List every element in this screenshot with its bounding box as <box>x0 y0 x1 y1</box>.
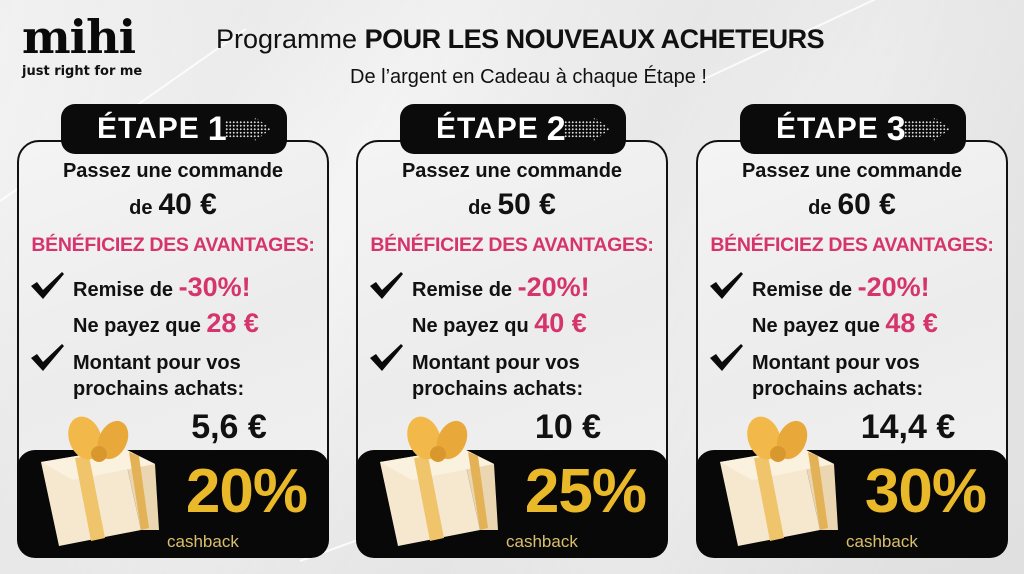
page-title: Programme POUR LES NOUVEAUX ACHETEURS <box>216 24 956 55</box>
step-badge: ÉTAPE 2 <box>400 104 626 154</box>
step-badge: ÉTAPE 3 <box>740 104 966 154</box>
order-amount: 40 € <box>158 188 217 221</box>
dotted-arrow-icon <box>225 117 271 141</box>
order-amount: 60 € <box>837 188 896 221</box>
checkmark-icon <box>710 272 743 299</box>
pay-text: Ne payez qu <box>412 315 529 337</box>
benefits-title: BÉNÉFICIEZ DES AVANTAGES: <box>31 234 315 256</box>
discount-value: -30%! <box>178 272 251 302</box>
order-text: Passez une commande <box>741 160 963 182</box>
logo-wordmark: mihi <box>22 10 136 64</box>
credit-value: 10 € <box>534 408 602 446</box>
pay-line: Ne payez que 28 € <box>73 308 259 339</box>
step-card-3: ÉTAPE 3 Passez une commande de 60 € BÉNÉF… <box>696 104 1008 558</box>
gift-box-icon <box>720 416 838 546</box>
credit-value: 14,4 € <box>860 408 956 446</box>
brand-logo: mihi just right for me <box>22 14 142 79</box>
gift-box-icon <box>41 416 159 546</box>
step-number: 2 <box>546 109 566 148</box>
dotted-arrow-icon <box>564 117 610 141</box>
credit-text-line-1: Montant pour vos <box>73 352 241 374</box>
step-card-1: ÉTAPE 1 Passez une commande de 40 € BÉNÉF… <box>17 104 329 558</box>
cashback-percent: 30% <box>864 457 987 526</box>
pay-text: Ne payez que <box>73 315 201 337</box>
step-label: ÉTAPE <box>436 112 539 145</box>
order-amount-line: de 50 € <box>358 188 666 222</box>
pay-value: 48 € <box>885 308 938 338</box>
discount-text: Remise de <box>73 279 174 301</box>
order-text: Passez une commande <box>401 160 623 182</box>
step-number: 1 <box>207 109 227 148</box>
order-text: Passez une commande <box>62 160 284 182</box>
dotted-arrow-icon <box>904 117 950 141</box>
title-bold: POUR LES NOUVEAUX ACHETEURS <box>364 24 825 54</box>
discount-text: Remise de <box>752 279 853 301</box>
checkmark-icon <box>31 272 64 299</box>
pay-line: Ne payez que 48 € <box>752 308 938 339</box>
pay-text: Ne payez que <box>752 315 880 337</box>
credit-text-line-2: prochains achats: <box>752 378 924 400</box>
checkmark-icon <box>370 272 403 299</box>
discount-line: Remise de -20%! <box>752 272 930 303</box>
step-label: ÉTAPE <box>97 112 200 145</box>
checkmark-icon <box>370 344 403 371</box>
step-label: ÉTAPE <box>776 112 879 145</box>
step-card-2: ÉTAPE 2 Passez une commande de 50 € BÉNÉF… <box>356 104 668 558</box>
order-amount-line: de 40 € <box>19 188 327 222</box>
pay-line: Ne payez qu 40 € <box>412 308 587 339</box>
order-amount-line: de 60 € <box>698 188 1006 222</box>
checkmark-icon <box>710 344 743 371</box>
credit-text-line-2: prochains achats: <box>73 378 245 400</box>
order-prefix: de <box>808 197 832 219</box>
step-number: 3 <box>886 109 906 148</box>
pay-value: 28 € <box>206 308 259 338</box>
discount-value: -20%! <box>517 272 590 302</box>
order-amount: 50 € <box>497 188 556 221</box>
checkmark-icon <box>31 344 64 371</box>
cashback-percent: 20% <box>185 457 308 526</box>
discount-text: Remise de <box>412 279 513 301</box>
discount-value: -20%! <box>857 272 930 302</box>
cashback-label: cashback <box>506 532 578 551</box>
credit-text: Montant pour vos prochains achats: <box>73 350 244 402</box>
pay-value: 40 € <box>534 308 587 338</box>
page-subtitle: De l’argent en Cadeau à chaque Étape ! <box>350 66 707 88</box>
benefits-title: BÉNÉFICIEZ DES AVANTAGES: <box>710 234 994 256</box>
cashback-label: cashback <box>846 532 918 551</box>
cashback-percent: 25% <box>524 457 647 526</box>
credit-text-line-1: Montant pour vos <box>752 352 920 374</box>
benefits-title: BÉNÉFICIEZ DES AVANTAGES: <box>370 234 654 256</box>
order-prefix: de <box>129 197 153 219</box>
step-badge: ÉTAPE 1 <box>61 104 287 154</box>
logo-tagline: just right for me <box>22 64 143 79</box>
discount-line: Remise de -30%! <box>73 272 251 303</box>
discount-line: Remise de -20%! <box>412 272 590 303</box>
credit-text: Montant pour vos prochains achats: <box>752 350 923 402</box>
credit-text-line-2: prochains achats: <box>412 378 584 400</box>
credit-value: 5,6 € <box>191 408 267 446</box>
cashback-label: cashback <box>167 532 239 551</box>
title-light: Programme <box>216 24 358 54</box>
credit-text: Montant pour vos prochains achats: <box>412 350 583 402</box>
credit-text-line-1: Montant pour vos <box>412 352 580 374</box>
gift-box-icon <box>380 416 498 546</box>
order-prefix: de <box>468 197 492 219</box>
